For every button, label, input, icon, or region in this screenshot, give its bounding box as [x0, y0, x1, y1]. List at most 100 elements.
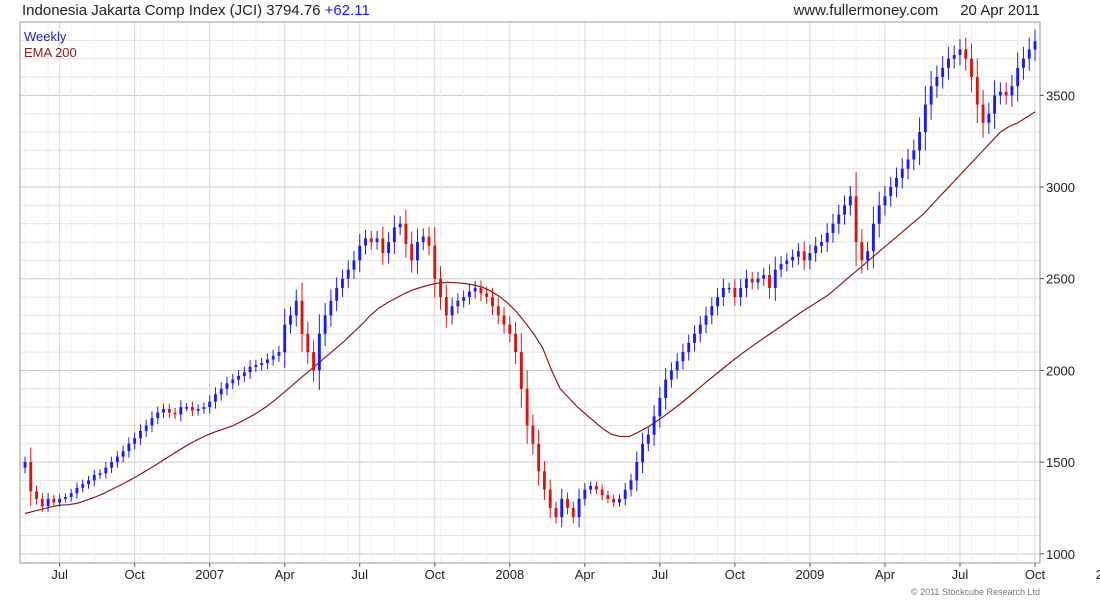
candle-body	[427, 236, 431, 246]
candle-body	[664, 379, 668, 398]
candle-body	[906, 159, 910, 169]
candle-body	[918, 132, 922, 151]
candle-body	[439, 278, 442, 298]
candle-body	[254, 364, 258, 367]
candle-body	[237, 375, 240, 380]
candle-body	[35, 491, 38, 499]
candle-body	[214, 394, 217, 402]
candle-body	[923, 104, 927, 133]
candle-body	[63, 496, 67, 499]
candle-body	[473, 287, 477, 292]
candle-body	[531, 425, 535, 444]
y-tick-label: 1500	[1046, 455, 1075, 470]
candle-body	[929, 86, 933, 105]
candle-body	[941, 67, 945, 78]
candle-body	[900, 168, 904, 178]
candle-body	[981, 104, 985, 123]
weekly-series	[23, 29, 1037, 528]
candle-body	[260, 363, 264, 365]
candle-body	[87, 480, 90, 485]
candle-body	[669, 370, 673, 380]
candle-body	[69, 493, 73, 497]
candle-body	[462, 297, 466, 301]
candle-body	[138, 430, 142, 439]
candle-body	[987, 113, 991, 123]
x-tick-label: Oct	[1025, 567, 1046, 582]
candle-body	[115, 456, 119, 463]
x-tick-label: 2009	[795, 567, 824, 582]
candle-body	[416, 242, 419, 261]
candle-body	[92, 474, 96, 481]
candle-body	[40, 498, 44, 507]
candle-body	[265, 359, 269, 364]
candle-body	[75, 487, 79, 494]
y-tick-label: 2500	[1046, 272, 1075, 287]
candle-body	[398, 223, 402, 228]
candle-body	[450, 306, 454, 316]
candle-body	[704, 315, 708, 325]
candle-body	[514, 333, 518, 353]
plot-frame	[19, 21, 1041, 564]
candle-body	[104, 467, 108, 474]
chart-legend: Weekly EMA 200	[24, 29, 77, 61]
candle-body	[340, 278, 344, 288]
candle-body	[23, 462, 27, 468]
candle-body	[190, 407, 194, 411]
candle-body	[779, 264, 783, 270]
candle-body	[970, 58, 973, 78]
candle-body	[554, 507, 558, 518]
candle-body	[537, 443, 541, 472]
plot-area	[20, 22, 1040, 563]
candle-body	[202, 407, 206, 409]
website-link[interactable]: www.fullermoney.com	[793, 2, 939, 19]
candle-body	[479, 287, 483, 294]
candle-body	[1010, 86, 1014, 96]
candle-body	[958, 49, 962, 56]
chart-grid	[20, 22, 1040, 563]
y-tick-label: 3000	[1046, 180, 1075, 195]
candle-body	[698, 324, 702, 334]
candle-body	[162, 408, 165, 413]
candle-body	[352, 260, 356, 270]
candle-body	[392, 227, 396, 243]
candle-body	[658, 397, 662, 417]
candle-body	[739, 287, 743, 298]
candle-body	[150, 418, 154, 426]
x-tick-label: 2007	[195, 567, 224, 582]
candle-body	[843, 205, 846, 215]
candle-body	[225, 383, 229, 389]
candle-body	[629, 480, 633, 490]
candle-body	[716, 297, 720, 307]
candle-body	[646, 434, 650, 444]
website-and-date: www.fullermoney.com 20 Apr 2011	[793, 2, 1040, 19]
candle-body	[312, 352, 316, 371]
candle-body	[641, 443, 644, 463]
x-tick-label: 2010	[1096, 567, 1100, 582]
candle-body	[566, 498, 569, 508]
candle-body	[1033, 41, 1037, 50]
candle-body	[612, 498, 616, 503]
candle-body	[606, 495, 610, 499]
candle-body	[820, 242, 823, 246]
x-tick-label: Jul	[51, 567, 68, 582]
candle-body	[329, 300, 333, 316]
chart-header: Indonesia Jakarta Comp Index (JCI) 3794.…	[0, 0, 1100, 22]
candle-body	[502, 315, 506, 325]
x-tick-label: Apr	[575, 567, 596, 582]
x-tick-label: Jul	[652, 567, 669, 582]
candle-body	[762, 275, 766, 279]
candle-body	[860, 242, 864, 261]
candle-body	[58, 498, 62, 503]
candle-body	[652, 416, 656, 435]
candle-body	[618, 498, 621, 503]
candle-body	[877, 205, 881, 224]
candle-body	[998, 91, 1002, 96]
candle-body	[802, 251, 806, 261]
candle-body	[600, 489, 604, 496]
candle-body	[300, 300, 304, 334]
candle-body	[271, 355, 275, 360]
candle-body	[283, 324, 287, 353]
candle-body	[548, 489, 552, 508]
candle-body	[208, 401, 212, 408]
candle-body	[1004, 91, 1008, 96]
